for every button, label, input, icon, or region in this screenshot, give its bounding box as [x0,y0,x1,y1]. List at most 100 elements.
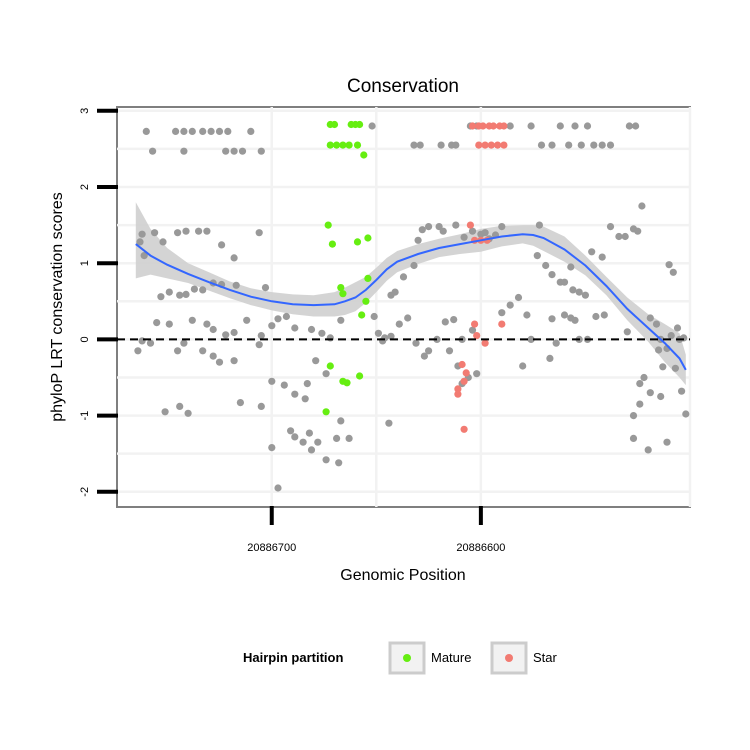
data-point-other [218,241,226,249]
data-point-other [180,127,188,135]
data-point-mature [322,408,330,416]
data-point-mature [328,240,336,248]
data-point-other [640,373,648,382]
y-tick-label: 1 [79,260,91,266]
data-point-other [230,357,238,365]
legend-label-mature: Mature [431,650,471,665]
data-point-other [435,223,443,231]
data-point-other [153,319,161,327]
data-point-other [268,444,276,452]
data-point-other [575,288,583,296]
legend: Hairpin partition Mature Star [243,641,558,675]
data-point-other [519,362,527,370]
data-point-mature [356,120,364,129]
data-point-star [481,339,489,347]
gridlines [117,107,692,507]
data-point-other [199,286,207,294]
data-point-other [182,227,190,235]
data-point-other [274,484,282,492]
data-point-other [209,352,217,360]
data-point-mature [333,141,341,149]
data-point-other [629,412,638,420]
data-point-other [646,389,654,397]
legend-key-star [490,641,528,675]
data-point-other [441,318,449,326]
y-tick-label: -1 [79,411,91,421]
data-point-other [287,427,295,435]
data-point-other [468,326,477,334]
data-point-other [165,288,173,296]
data-point-other [268,322,276,330]
data-point-other [625,122,634,130]
data-point-other [629,434,638,442]
data-point-other [546,354,554,362]
data-point-other [230,328,238,337]
data-point-other [673,324,682,332]
data-point-other [542,261,550,270]
data-point-other [621,232,629,241]
data-point-other [410,261,418,270]
data-point-other [634,227,642,235]
data-point-other [199,127,207,135]
data-point-other [180,147,188,155]
data-point-other [368,122,376,130]
data-point-other [314,438,322,446]
data-point-mature [326,362,334,370]
data-point-other [663,438,671,446]
data-point-other [655,346,663,354]
data-point-mature [364,274,372,282]
data-point-other [498,223,506,231]
data-point-other [176,291,184,299]
data-point-other [291,324,299,332]
confidence-band [135,202,686,386]
data-point-other [425,347,433,355]
data-point-other [257,332,265,340]
data-point-other [136,238,144,246]
data-point-other [404,314,412,322]
data-point-other [452,141,460,149]
data-point-other [301,395,309,403]
data-point-other [232,281,240,289]
data-point-mature [353,238,362,246]
data-point-other [588,248,596,256]
data-point-other [623,328,631,336]
data-point-other [257,147,265,155]
data-point-other [374,329,382,337]
data-point-other [138,230,146,238]
data-point-other [238,147,247,155]
data-point-other [682,410,690,418]
data-point-other [669,268,677,276]
data-point-other [569,286,577,294]
data-point-other [146,339,155,347]
data-point-other [236,399,244,407]
data-point-other [527,122,535,130]
data-point-other [222,147,230,155]
data-point-other [671,364,680,372]
data-point-other [333,434,341,442]
data-point-other [468,227,477,235]
legend-swatch-mature [403,654,411,662]
data-point-other [590,141,598,149]
data-point-star [458,360,466,369]
data-point-other [318,329,326,337]
legend-swatch-star [505,654,513,662]
data-point-other [274,315,282,323]
data-point-other [567,263,575,271]
data-point-other [215,358,224,366]
data-point-star [454,390,462,398]
data-point-other [172,127,180,135]
data-point-other [583,122,592,130]
data-point-other [326,334,334,342]
data-point-other [174,347,182,355]
data-point-other [165,320,173,328]
data-point-other [473,370,481,378]
data-point-mature [358,311,366,319]
data-point-star [489,122,497,130]
data-point-other [291,433,299,441]
data-point-other [450,316,458,324]
data-point-other [370,312,378,321]
data-point-other [230,147,238,155]
y-tick-label: 2 [79,184,91,190]
data-point-other [180,339,188,347]
